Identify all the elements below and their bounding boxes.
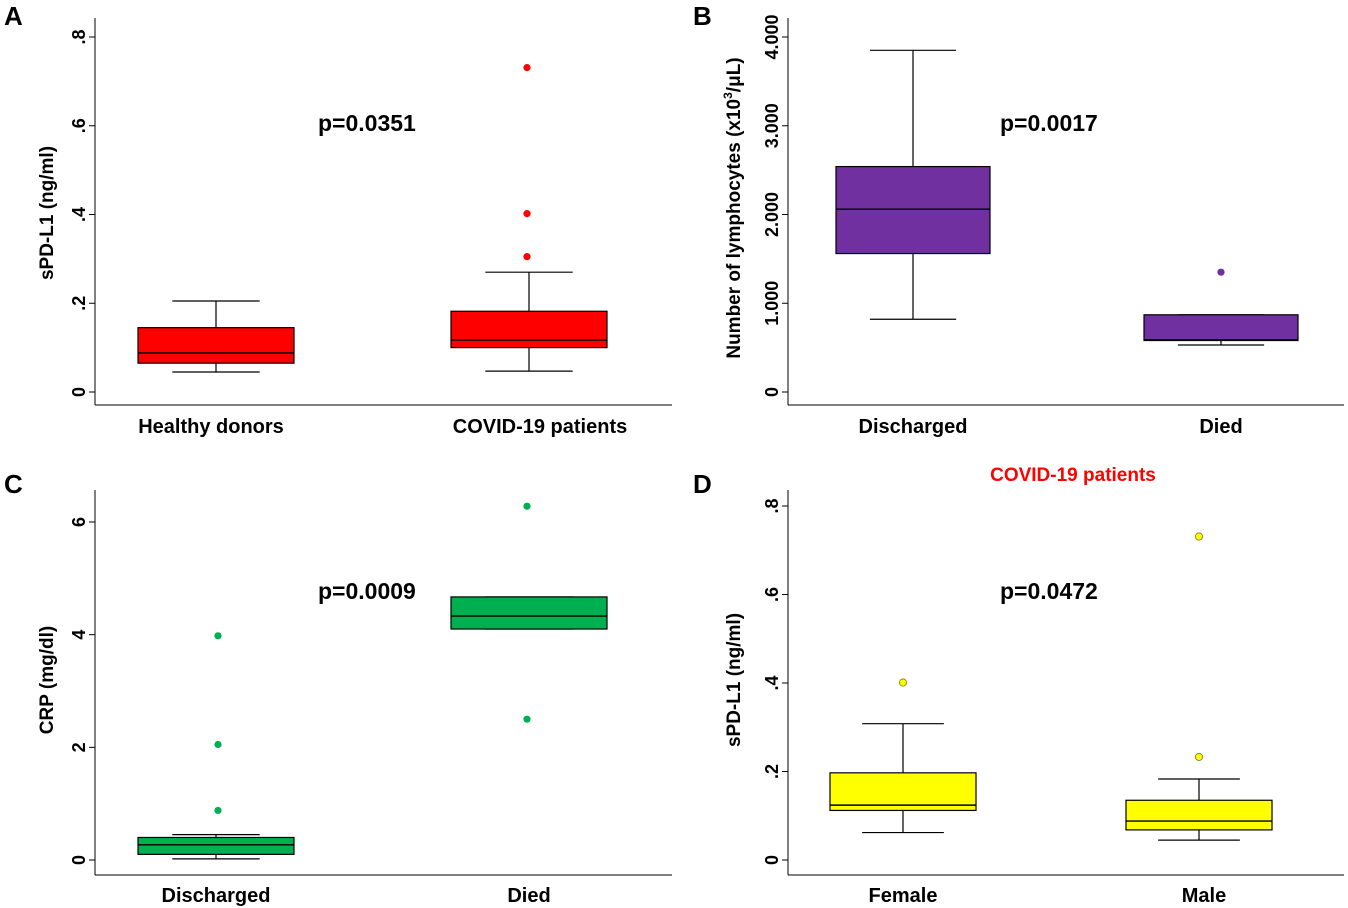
panel-c: C CRP (mg/dl) 0 2 4 6 p=0.0009 Discharged D… [4,469,672,907]
y-tick-label: .2 [762,764,782,779]
y-tick-label: 3.000 [762,103,782,148]
y-tick-label: 6 [69,517,89,527]
box [1125,799,1273,831]
x-label-d-0: Female [869,885,938,907]
y-tick-label: 0 [69,387,89,397]
y-tick-label: .4 [762,675,782,690]
y-axis-label-b-post: /μL) [724,57,745,92]
y-ticks-a: 0 .2 .4 .6 .8 [69,29,95,397]
y-tick-label: 2.000 [762,192,782,237]
x-label-b-0: Discharged [859,416,968,438]
outlier-point [523,210,531,218]
outlier-point [523,64,531,72]
panel-letter-a: A [4,1,23,31]
x-label-a-0: Healthy donors [138,416,284,438]
y-tick-label: 0 [762,855,782,865]
box [137,836,295,855]
p-value-d: p=0.0472 [1000,578,1098,604]
y-axis-label-b-pre: Number of lymphocytes (x10 [724,99,745,359]
x-label-c-1: Died [507,885,550,907]
panel-letter-d: D [693,469,712,499]
y-tick-label: 0 [69,855,89,865]
p-value-b: p=0.0017 [1000,110,1098,136]
outlier-point [214,632,222,640]
y-ticks-c: 0 2 4 6 [69,517,95,865]
y-tick-label: .8 [69,29,89,44]
outlier-point [214,740,222,749]
x-label-d-1: Male [1182,885,1226,907]
p-value-c: p=0.0009 [318,578,416,604]
outlier-point [523,502,531,510]
outlier-point [1195,752,1204,761]
panel-b: B Number of lymphocytes (x103/μL) 0 1.000… [693,1,1344,438]
outlier-point [1217,268,1225,276]
panel-letter-c: C [4,469,23,499]
y-tick-label: .4 [69,207,89,222]
outlier-point [523,715,531,723]
y-ticks-d: 0 .2 .4 .6 .8 [762,498,788,865]
boxes-d [829,532,1273,841]
boxes-a [137,64,608,373]
y-tick-label: .2 [69,296,89,311]
y-tick-label: .6 [69,118,89,133]
x-label-c-0: Discharged [162,885,271,907]
boxes-c [137,502,608,860]
box [137,327,295,364]
y-tick-label: 2 [69,742,89,752]
y-axis-label-b: Number of lymphocytes (x103/μL) [721,57,745,358]
x-label-b-1: Died [1199,416,1242,438]
panel-a: A sPD-L1 (ng/ml) 0 .2 .4 .6 .8 p=0.0351 Heal… [4,1,672,438]
outlier-point [214,806,222,815]
box [450,310,608,349]
p-value-a: p=0.0351 [318,110,416,136]
box [1143,314,1299,342]
box [829,772,977,812]
y-axis-label-c: CRP (mg/dl) [37,626,58,734]
panel-d-title: COVID-19 patients [990,465,1156,486]
y-tick-label: 4 [69,630,89,640]
y-tick-label: .6 [762,587,782,602]
box [835,165,991,255]
y-tick-label: 1.000 [762,281,782,326]
outlier-point [899,678,908,687]
panel-letter-b: B [693,1,712,31]
y-axis-label-b-sup: 3 [721,92,735,99]
y-ticks-b: 0 1.000 2.000 3.000 4.000 [762,14,788,397]
outlier-point [523,253,531,261]
x-label-a-1: COVID-19 patients [453,416,627,438]
boxes-b [835,49,1299,346]
box [450,596,608,630]
y-axis-label-d: sPD-L1 (ng/ml) [724,613,745,747]
y-tick-label: 4.000 [762,14,782,59]
y-axis-label-a: sPD-L1 (ng/ml) [37,146,58,280]
y-tick-label: 0 [762,387,782,397]
outlier-point [1195,532,1204,541]
y-tick-label: .8 [762,498,782,513]
panel-d: D COVID-19 patients sPD-L1 (ng/ml) 0 .2 .4… [693,465,1344,907]
